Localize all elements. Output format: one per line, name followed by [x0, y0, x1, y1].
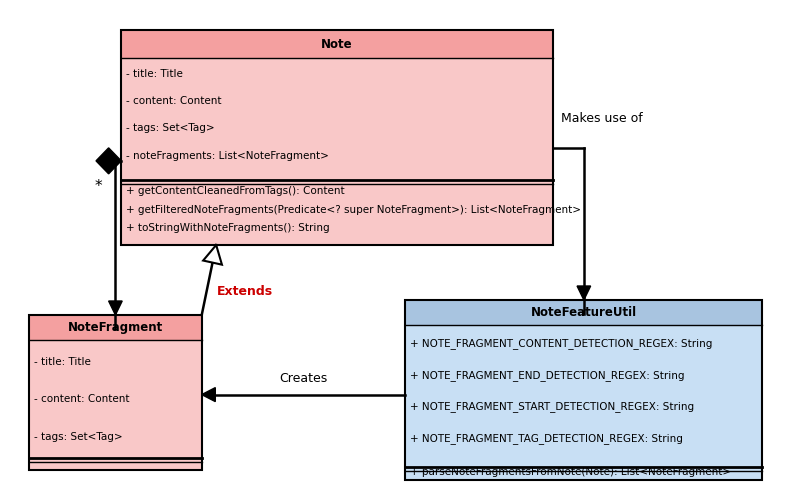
Bar — [121, 180, 553, 245]
Text: + toStringWithNoteFragments(): String: + toStringWithNoteFragments(): String — [126, 223, 330, 233]
Bar — [121, 30, 553, 245]
Polygon shape — [109, 301, 123, 315]
Polygon shape — [96, 148, 121, 174]
Bar — [405, 325, 762, 467]
Bar — [405, 300, 762, 325]
Bar — [121, 30, 553, 58]
Text: *: * — [94, 179, 102, 194]
Text: Note: Note — [322, 37, 353, 50]
Bar — [405, 300, 762, 480]
Text: - tags: Set<Tag>: - tags: Set<Tag> — [34, 431, 123, 442]
Bar — [29, 315, 202, 340]
Text: Extends: Extends — [217, 285, 273, 298]
Text: NoteFeatureUtil: NoteFeatureUtil — [531, 306, 637, 319]
Text: + getContentCleanedFromTags(): Content: + getContentCleanedFromTags(): Content — [126, 186, 345, 196]
Bar — [29, 315, 202, 470]
Text: - content: Content: - content: Content — [34, 394, 130, 404]
Bar — [405, 467, 762, 480]
Text: + NOTE_FRAGMENT_END_DETECTION_REGEX: String: + NOTE_FRAGMENT_END_DETECTION_REGEX: Str… — [410, 370, 685, 381]
Text: + NOTE_FRAGMENT_CONTENT_DETECTION_REGEX: String: + NOTE_FRAGMENT_CONTENT_DETECTION_REGEX:… — [410, 339, 713, 350]
Bar — [29, 340, 202, 470]
Text: Makes use of: Makes use of — [561, 112, 642, 125]
Text: + NOTE_FRAGMENT_TAG_DETECTION_REGEX: String: + NOTE_FRAGMENT_TAG_DETECTION_REGEX: Str… — [410, 433, 683, 444]
Text: + parseNoteFragmentsFromNote(Note): List<NoteFragment>: + parseNoteFragmentsFromNote(Note): List… — [410, 467, 731, 477]
Text: - content: Content: - content: Content — [126, 96, 222, 106]
Text: NoteFragment: NoteFragment — [68, 321, 163, 334]
Polygon shape — [577, 286, 591, 300]
Text: Creates: Creates — [280, 372, 328, 385]
Text: + getFilteredNoteFragments(Predicate<? super NoteFragment>): List<NoteFragment>: + getFilteredNoteFragments(Predicate<? s… — [126, 205, 581, 215]
Text: - tags: Set<Tag>: - tags: Set<Tag> — [126, 123, 214, 134]
Text: - title: Title: - title: Title — [34, 357, 91, 367]
Text: - noteFragments: List<NoteFragment>: - noteFragments: List<NoteFragment> — [126, 150, 329, 161]
Text: + NOTE_FRAGMENT_START_DETECTION_REGEX: String: + NOTE_FRAGMENT_START_DETECTION_REGEX: S… — [410, 402, 695, 413]
Polygon shape — [203, 245, 222, 265]
Bar — [121, 58, 553, 180]
Text: - title: Title: - title: Title — [126, 70, 183, 79]
Polygon shape — [202, 387, 215, 402]
